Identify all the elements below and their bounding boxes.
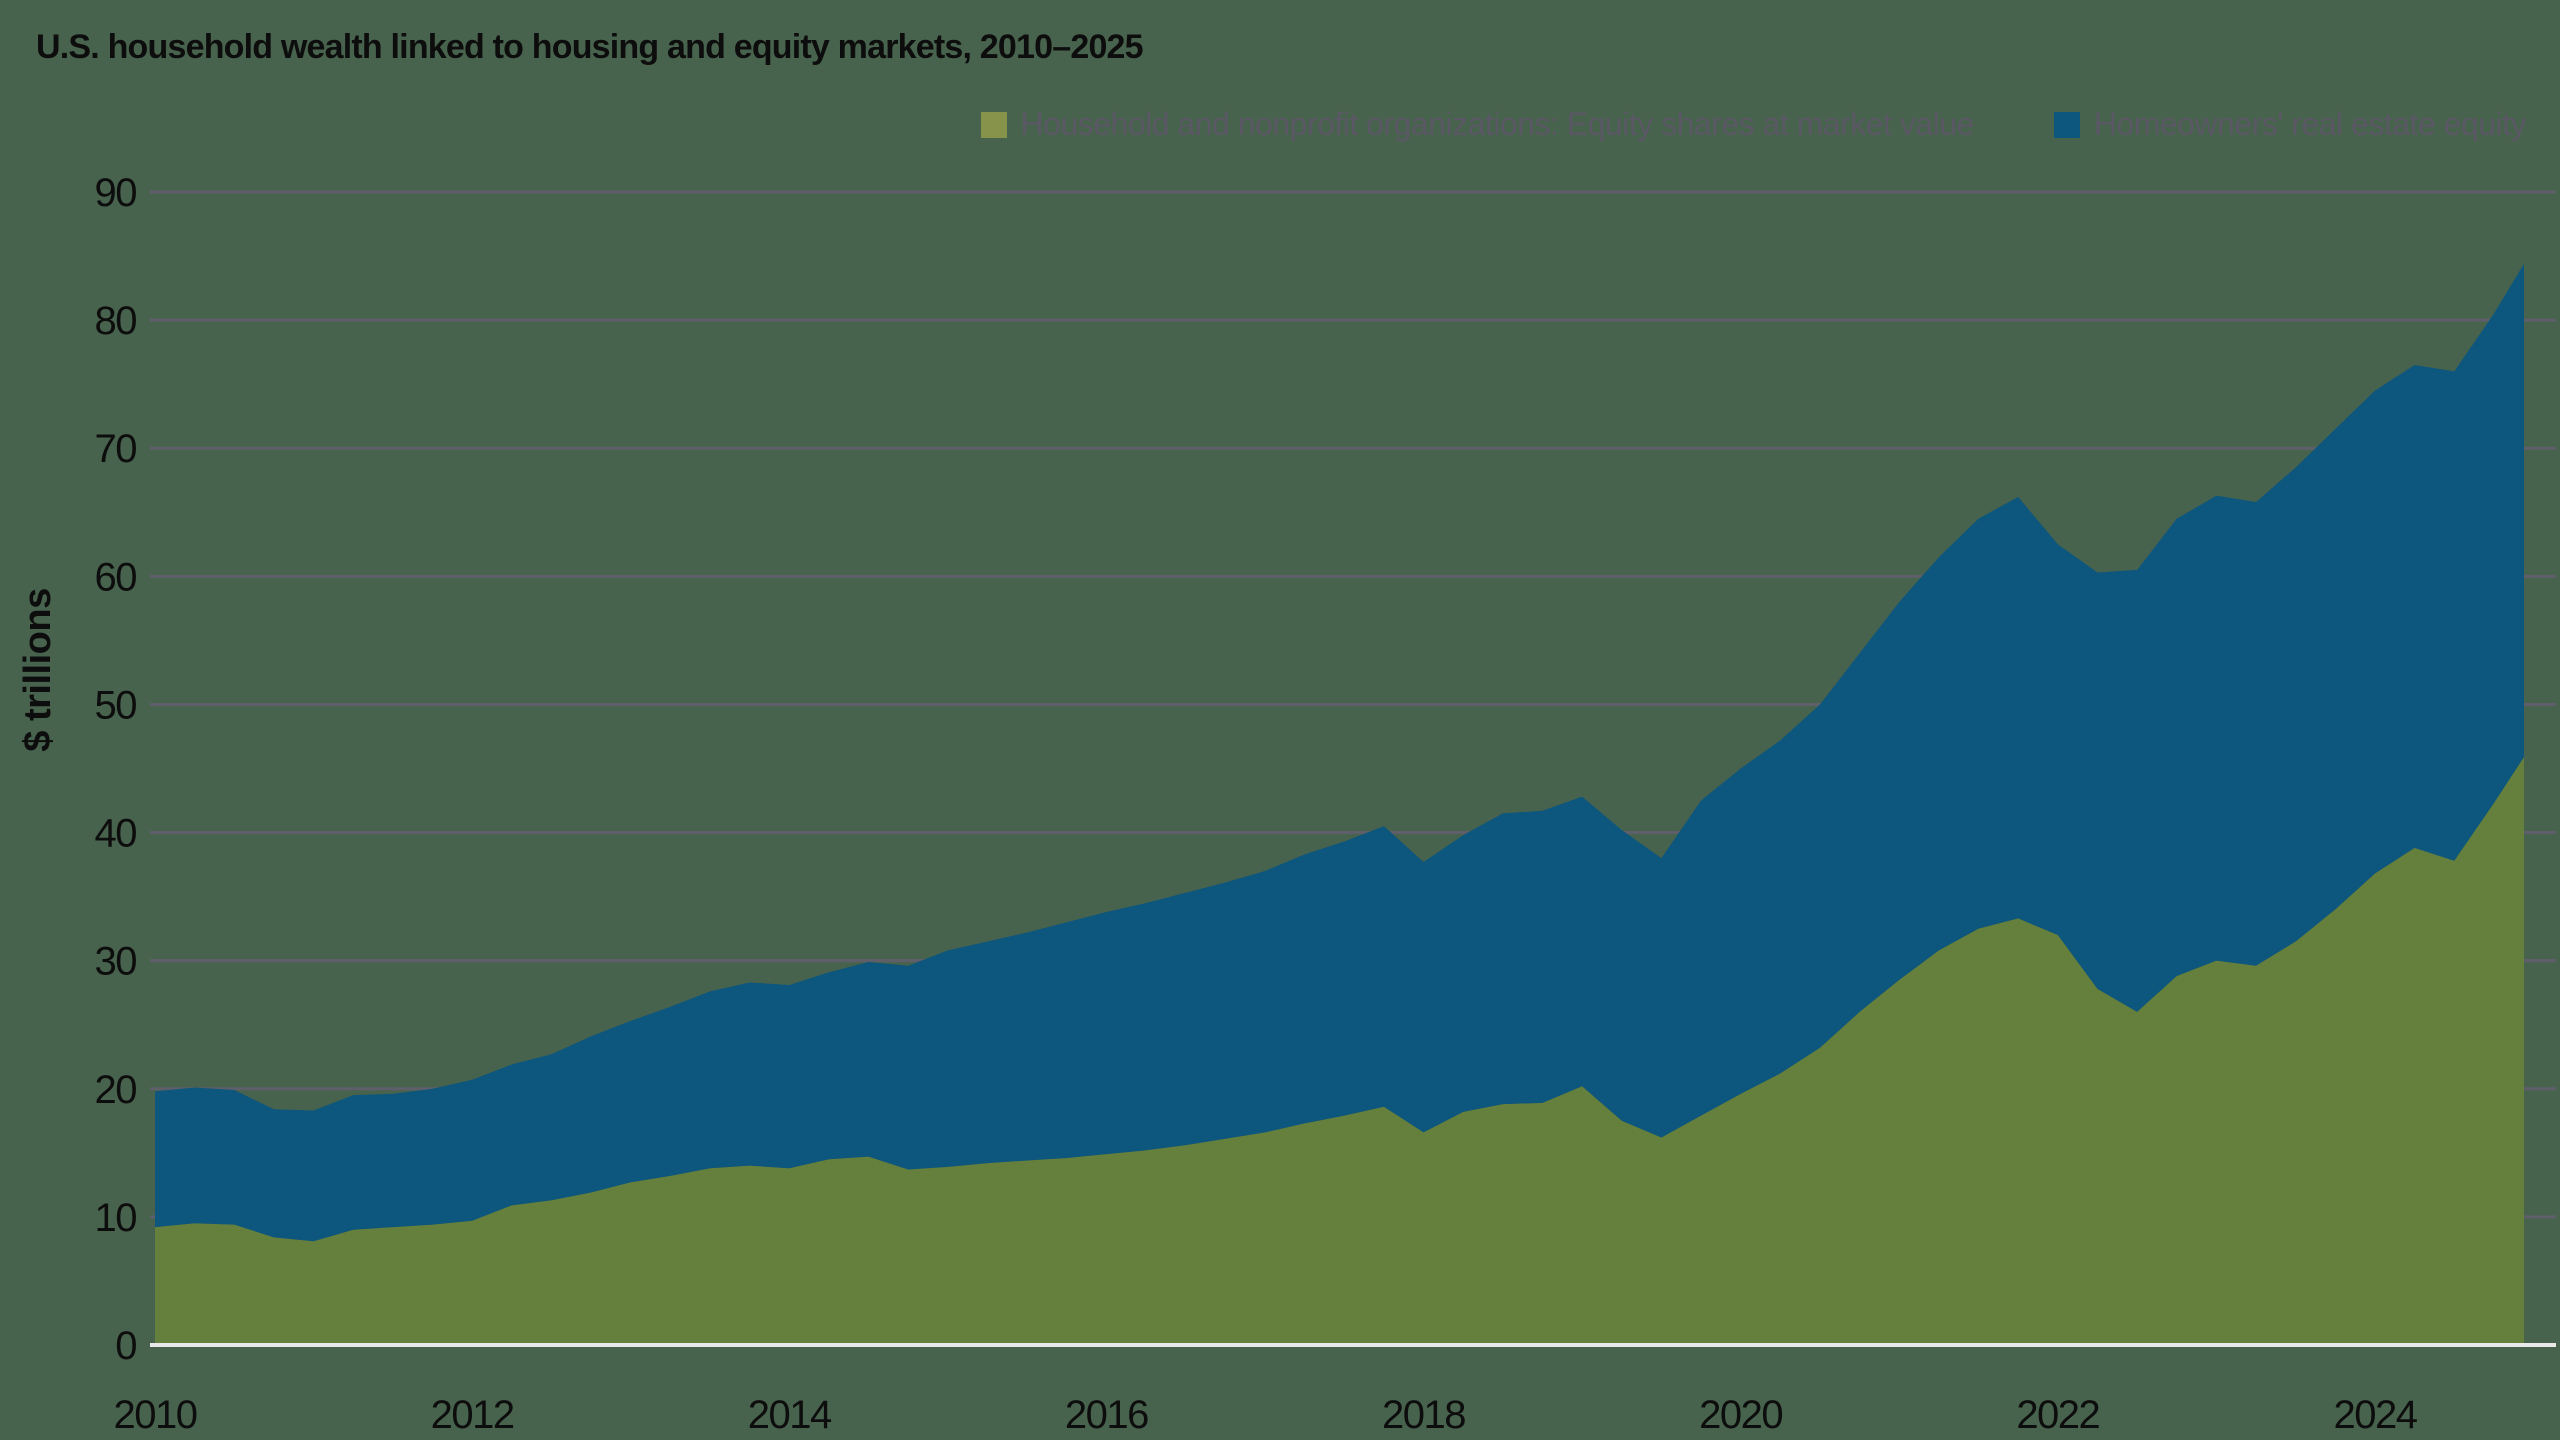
y-axis-tick-label-30: 30 bbox=[95, 940, 137, 984]
x-axis-tick-label-2010: 2010 bbox=[114, 1393, 197, 1437]
legend-label-real-estate-equity: Homeowners' real estate equity bbox=[2093, 106, 2527, 142]
y-axis-tick-label-10: 10 bbox=[95, 1196, 137, 1240]
real-estate-equity-swatch-icon bbox=[2053, 111, 2080, 138]
x-axis-tick-label-2020: 2020 bbox=[1699, 1393, 1782, 1437]
x-axis-tick-label-2022: 2022 bbox=[2016, 1393, 2099, 1437]
x-axis-tick-label-2018: 2018 bbox=[1382, 1393, 1465, 1437]
x-axis-tick-label-2014: 2014 bbox=[748, 1393, 832, 1437]
y-axis-title: $ trillions bbox=[17, 588, 59, 751]
area-series-equity-shares bbox=[155, 756, 2524, 1345]
y-axis-tick-label-40: 40 bbox=[95, 812, 137, 856]
area-series-real-estate-equity bbox=[155, 263, 2524, 1242]
x-axis-tick-label-2016: 2016 bbox=[1065, 1393, 1148, 1437]
y-axis-tick-label-0: 0 bbox=[115, 1324, 136, 1368]
chart-legend: Household and nonprofit organizations: E… bbox=[980, 106, 2527, 143]
y-axis-tick-label-80: 80 bbox=[95, 299, 137, 343]
y-axis-tick-label-20: 20 bbox=[95, 1068, 137, 1112]
x-axis-tick-label-2024: 2024 bbox=[2333, 1393, 2417, 1437]
y-axis-tick-label-60: 60 bbox=[95, 555, 137, 599]
legend-item-equity-shares: Household and nonprofit organizations: E… bbox=[980, 106, 1975, 143]
chart-title: U.S. household wealth linked to housing … bbox=[36, 28, 1144, 66]
x-axis-tick-label-2012: 2012 bbox=[431, 1393, 514, 1437]
equity-shares-swatch-icon bbox=[980, 111, 1007, 138]
y-axis-tick-label-50: 50 bbox=[95, 683, 137, 727]
legend-label-equity-shares: Household and nonprofit organizations: E… bbox=[1020, 106, 1975, 142]
y-axis-tick-label-90: 90 bbox=[95, 171, 137, 215]
legend-item-real-estate-equity: Homeowners' real estate equity bbox=[2053, 106, 2527, 143]
y-axis-tick-label-70: 70 bbox=[95, 427, 137, 471]
